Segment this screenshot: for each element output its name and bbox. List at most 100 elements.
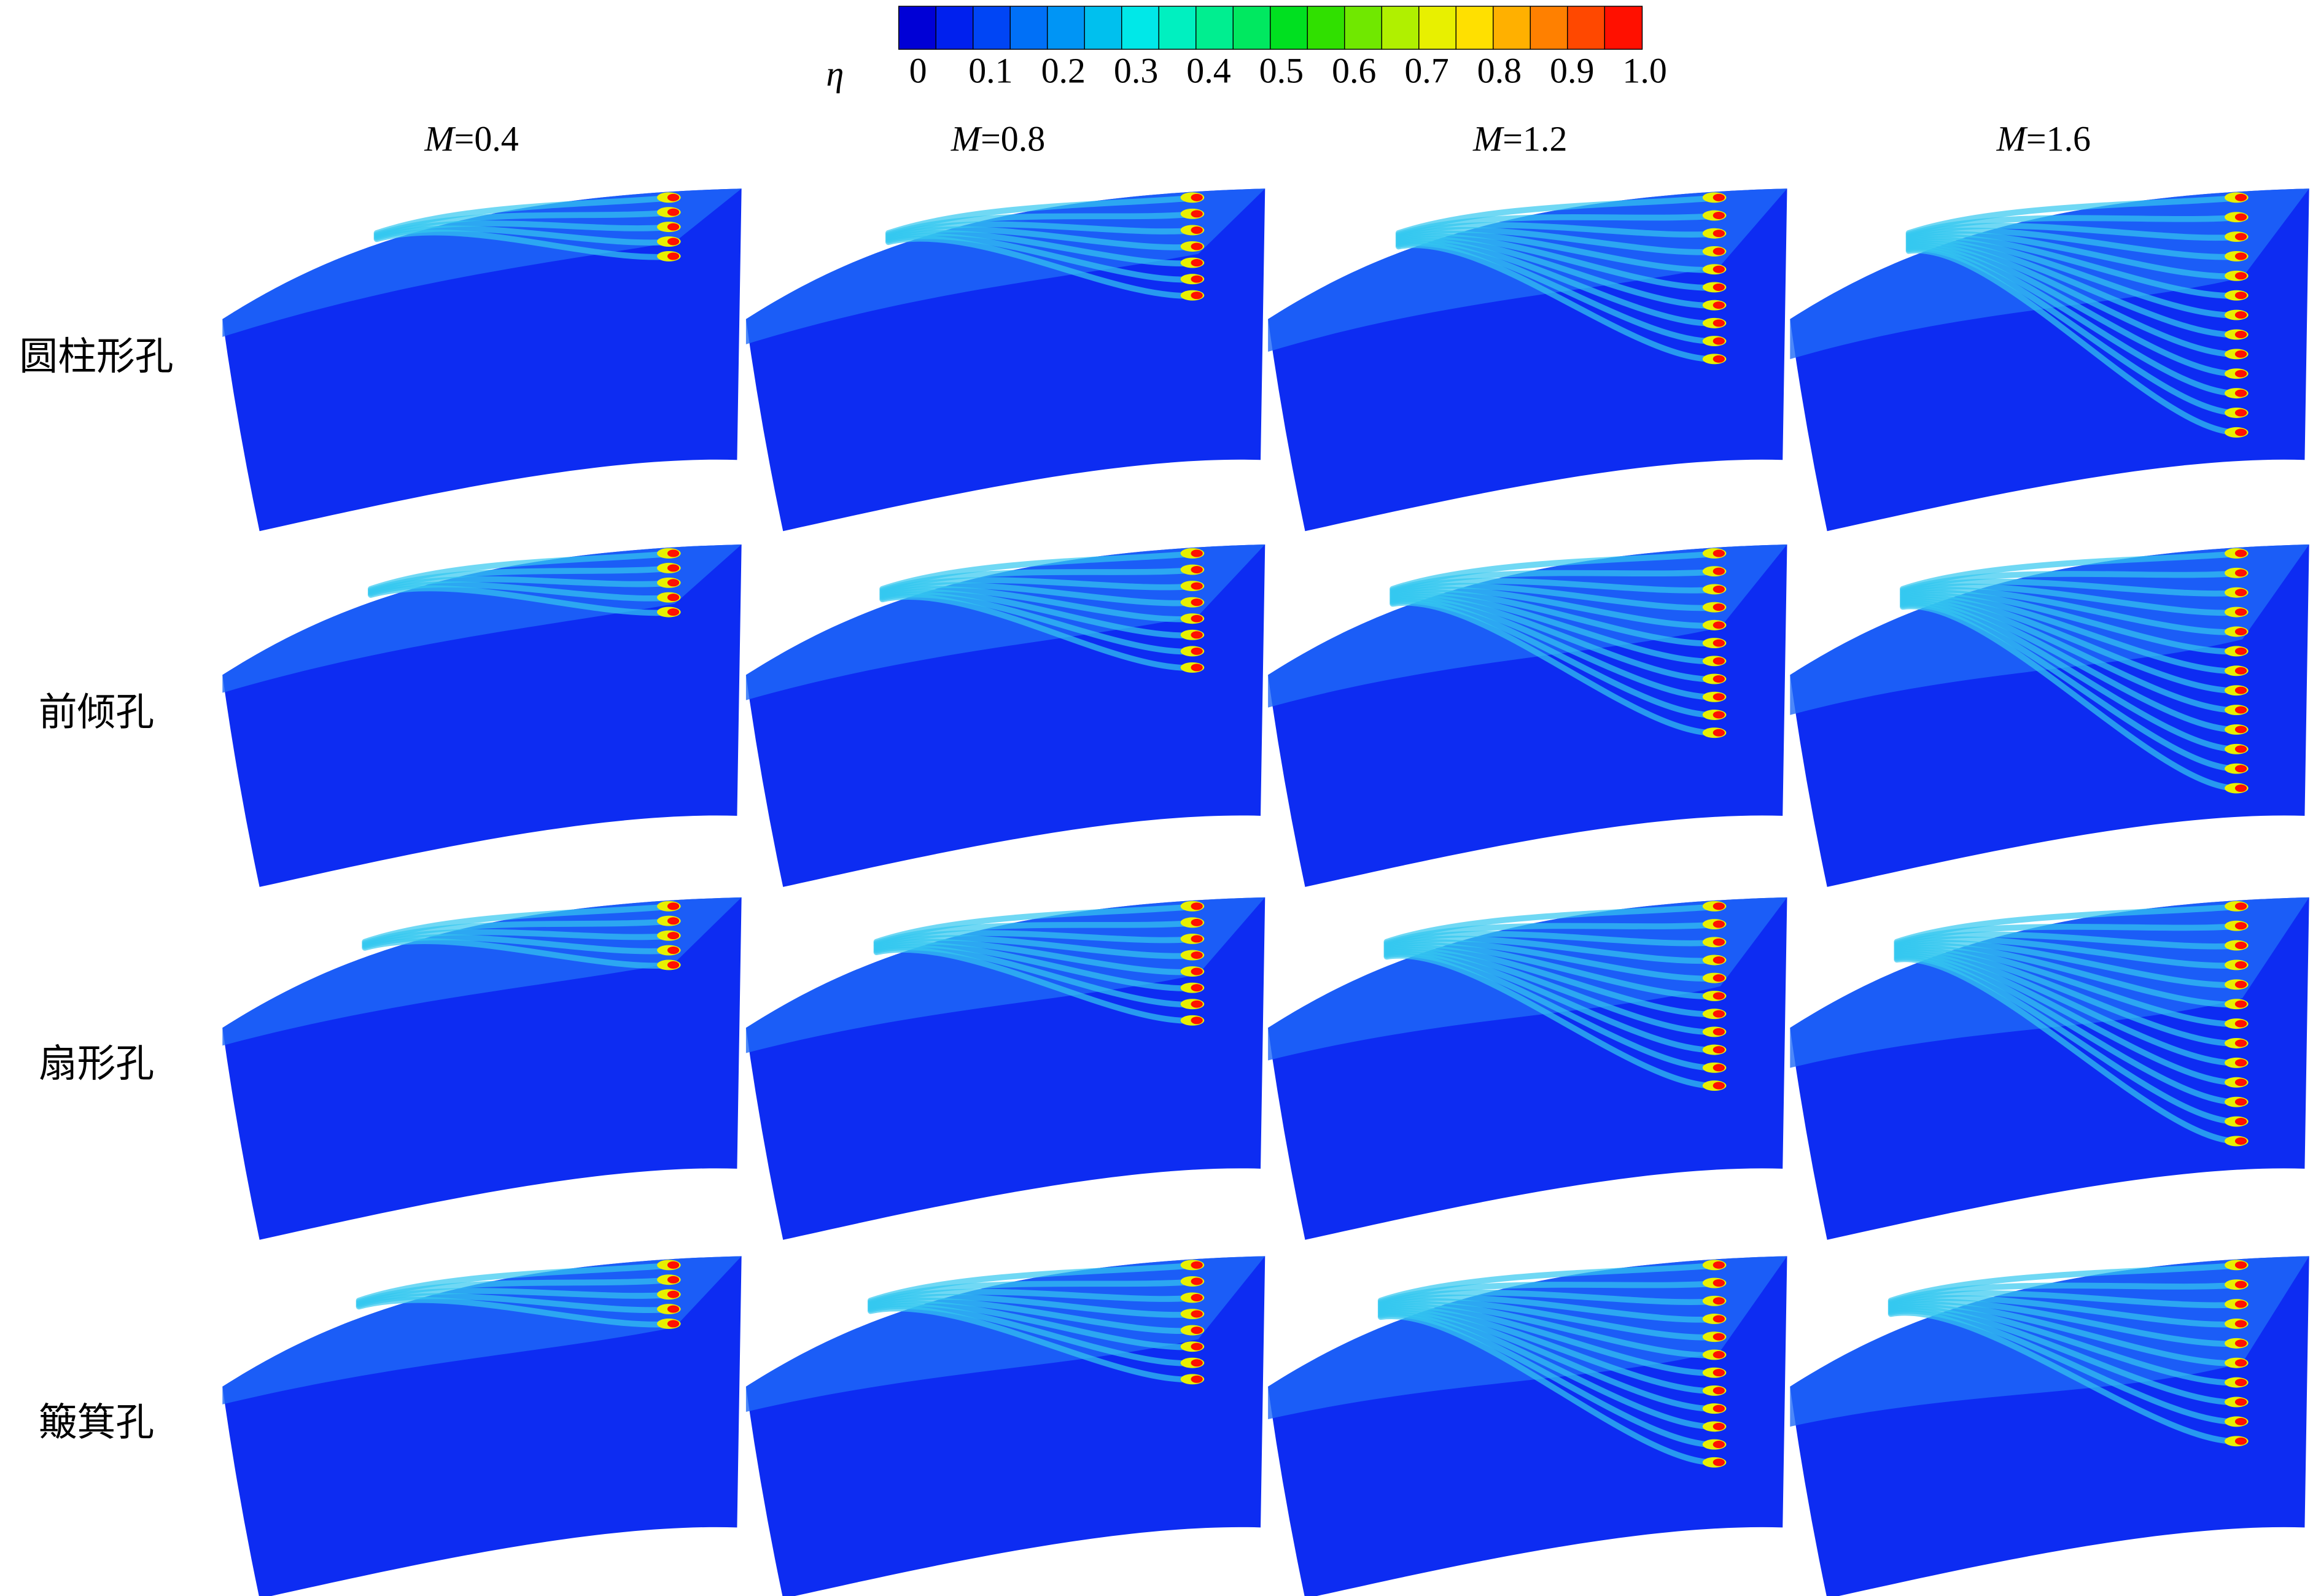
hole-jet-core xyxy=(1713,301,1725,309)
hole-jet-core xyxy=(1191,967,1203,975)
contour-panel xyxy=(745,544,1265,887)
hole-jet-core xyxy=(2234,193,2247,201)
row-label: 前倾孔 xyxy=(39,691,154,734)
colorbar-symbol: η xyxy=(826,53,844,93)
hole-jet-core xyxy=(667,608,680,616)
hole-jet-core xyxy=(2234,370,2247,378)
film-streak xyxy=(1905,247,2245,436)
hole-jet-core xyxy=(1713,211,1725,220)
hole-jet-core xyxy=(1713,639,1725,647)
hole-jet-core xyxy=(1713,567,1725,575)
hole-jet-core xyxy=(2234,627,2247,636)
hole-jet-core xyxy=(667,193,680,201)
colorbar-tick-label: 0.8 xyxy=(1477,51,1522,91)
hole-jet-core xyxy=(2234,686,2247,694)
hole-jet-core xyxy=(1713,193,1725,201)
film-streak xyxy=(1395,242,1724,363)
film-region xyxy=(1268,188,1787,352)
colorbar-band xyxy=(1455,6,1495,50)
colorbar-band xyxy=(1158,6,1197,50)
hole-jet-core xyxy=(2234,726,2247,734)
hole-jet-core xyxy=(2234,961,2247,969)
hole-jet-core xyxy=(1713,1441,1725,1449)
hole-jet-core xyxy=(1191,292,1203,300)
hole-jet-core xyxy=(1713,974,1725,982)
colorbar-tick-label: 0.2 xyxy=(1041,51,1086,91)
column-header: M=1.6 xyxy=(1996,119,2091,159)
hole-jet-core xyxy=(2234,272,2247,280)
film-streak xyxy=(885,235,1202,299)
colorbar-band xyxy=(1084,6,1123,50)
colorbar-band xyxy=(1604,6,1643,50)
film-region xyxy=(1268,544,1787,708)
hole-jet-core xyxy=(2234,1059,2247,1067)
hole-jet-core xyxy=(1713,621,1725,629)
hole-jet-core xyxy=(2234,409,2247,417)
film-region xyxy=(745,897,1265,1053)
hole-jet-core xyxy=(1713,319,1725,327)
contour-panel xyxy=(1790,544,2309,887)
hole-jet-core xyxy=(2234,1300,2247,1308)
contour-panel xyxy=(1268,897,1787,1240)
hole-jet-core xyxy=(1191,918,1203,926)
hole-jet-core xyxy=(667,902,680,910)
hole-jet-core xyxy=(667,564,680,572)
film-region xyxy=(745,1256,1265,1412)
colorbar-band xyxy=(898,6,937,50)
hole-jet-core xyxy=(667,238,680,246)
hole-jet-core xyxy=(1713,230,1725,238)
hole-jet-core xyxy=(1713,1279,1725,1287)
hole-jet-core xyxy=(2234,745,2247,753)
contour-panel xyxy=(1790,897,2309,1240)
hole-jet-core xyxy=(2234,311,2247,319)
hole-jet-core xyxy=(1713,1082,1725,1090)
hole-jet-core xyxy=(2234,902,2247,910)
colorbar-band xyxy=(1121,6,1160,50)
colorbar-tick-label: 0.9 xyxy=(1550,51,1594,91)
contour-panel xyxy=(1268,188,1787,532)
hole-jet-core xyxy=(2234,608,2247,616)
hole-jet-core xyxy=(2234,1437,2247,1445)
hole-jet-core xyxy=(1191,566,1203,574)
colorbar-band xyxy=(1270,6,1308,50)
hole-jet-core xyxy=(1713,283,1725,291)
hole-jet-core xyxy=(1191,1293,1203,1302)
film-streak xyxy=(362,938,678,969)
hole-jet-core xyxy=(1713,1387,1725,1395)
hole-jet-core xyxy=(1713,1261,1725,1269)
colorbar-tick-label: 0 xyxy=(909,51,927,91)
hole-jet-core xyxy=(667,932,680,940)
hole-jet-core xyxy=(1713,1369,1725,1377)
hole-jet-core xyxy=(2234,1339,2247,1347)
hole-jet-core xyxy=(2234,922,2247,930)
hole-jet-core xyxy=(667,947,680,955)
hole-jet-core xyxy=(1713,1315,1725,1323)
hole-jet-core xyxy=(2234,1320,2247,1328)
hole-jet-core xyxy=(667,252,680,260)
hole-jet-core xyxy=(1191,582,1203,590)
colorbar-band xyxy=(1567,6,1606,50)
colorbar-band xyxy=(1530,6,1569,50)
header-value: =0.4 xyxy=(454,119,519,159)
hole-jet-core xyxy=(2234,1098,2247,1106)
hole-jet-core xyxy=(1191,984,1203,992)
hole-jet-core xyxy=(1713,711,1725,719)
hole-jet-core xyxy=(2234,330,2247,339)
hole-jet-core xyxy=(1713,992,1725,1000)
hole-jet-core xyxy=(1713,355,1725,363)
hole-jet-core xyxy=(1191,1327,1203,1335)
hole-jet-core xyxy=(2234,1359,2247,1367)
hole-jet-core xyxy=(2234,292,2247,300)
film-streak xyxy=(1377,1313,1724,1466)
header-variable: M xyxy=(424,119,456,159)
hole-jet-core xyxy=(2234,1261,2247,1269)
hole-jet-core xyxy=(1713,729,1725,737)
hole-jet-core xyxy=(1713,675,1725,683)
column-header: M=0.8 xyxy=(951,119,1045,159)
hole-jet-core xyxy=(1713,1010,1725,1018)
header-value: =1.2 xyxy=(1503,119,1567,159)
colorbar-band xyxy=(1195,6,1234,50)
contour-panel xyxy=(1790,188,2309,532)
hole-jet-core xyxy=(2234,389,2247,397)
colorbar-band xyxy=(1493,6,1531,50)
